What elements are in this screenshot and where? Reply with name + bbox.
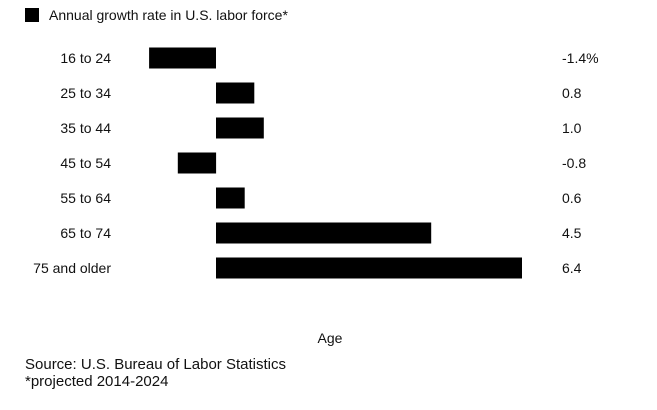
category-labels-group: 16 to 24 25 to 34 35 to 44 45 to 54 55 to 64… <box>33 50 111 276</box>
bar-5 <box>216 222 432 244</box>
category-label-5: 65 to 74 <box>60 225 111 241</box>
bar-0 <box>149 47 216 69</box>
bar-1 <box>216 82 255 104</box>
value-label-1: 0.8 <box>562 85 582 101</box>
legend-label: Annual growth rate in U.S. labor force* <box>49 7 288 23</box>
value-labels-group: -1.4% 0.8 1.0 -0.8 0.6 4.5 6.4 <box>562 50 599 276</box>
bar-3 <box>177 152 217 174</box>
projection-note: *projected 2014-2024 <box>25 373 169 390</box>
axis-title: Age <box>318 330 343 346</box>
legend: Annual growth rate in U.S. labor force* <box>25 7 288 23</box>
bars-group <box>149 47 522 279</box>
bar-6 <box>216 257 522 279</box>
source-text: Source: U.S. Bureau of Labor Statistics <box>25 356 286 373</box>
source-note: Source: U.S. Bureau of Labor Statistics … <box>25 356 286 390</box>
value-label-4: 0.6 <box>562 190 582 206</box>
category-label-0: 16 to 24 <box>60 50 111 66</box>
value-label-2: 1.0 <box>562 120 582 136</box>
category-label-4: 55 to 64 <box>60 190 111 206</box>
category-label-3: 45 to 54 <box>60 155 111 171</box>
category-label-2: 35 to 44 <box>60 120 111 136</box>
category-label-1: 25 to 34 <box>60 85 111 101</box>
legend-swatch <box>25 8 39 22</box>
value-label-5: 4.5 <box>562 225 582 241</box>
bar-2 <box>216 117 264 139</box>
value-label-6: 6.4 <box>562 260 582 276</box>
category-label-6: 75 and older <box>33 260 111 276</box>
bar-4 <box>216 187 245 209</box>
value-label-0: -1.4% <box>562 50 599 66</box>
value-label-3: -0.8 <box>562 155 586 171</box>
